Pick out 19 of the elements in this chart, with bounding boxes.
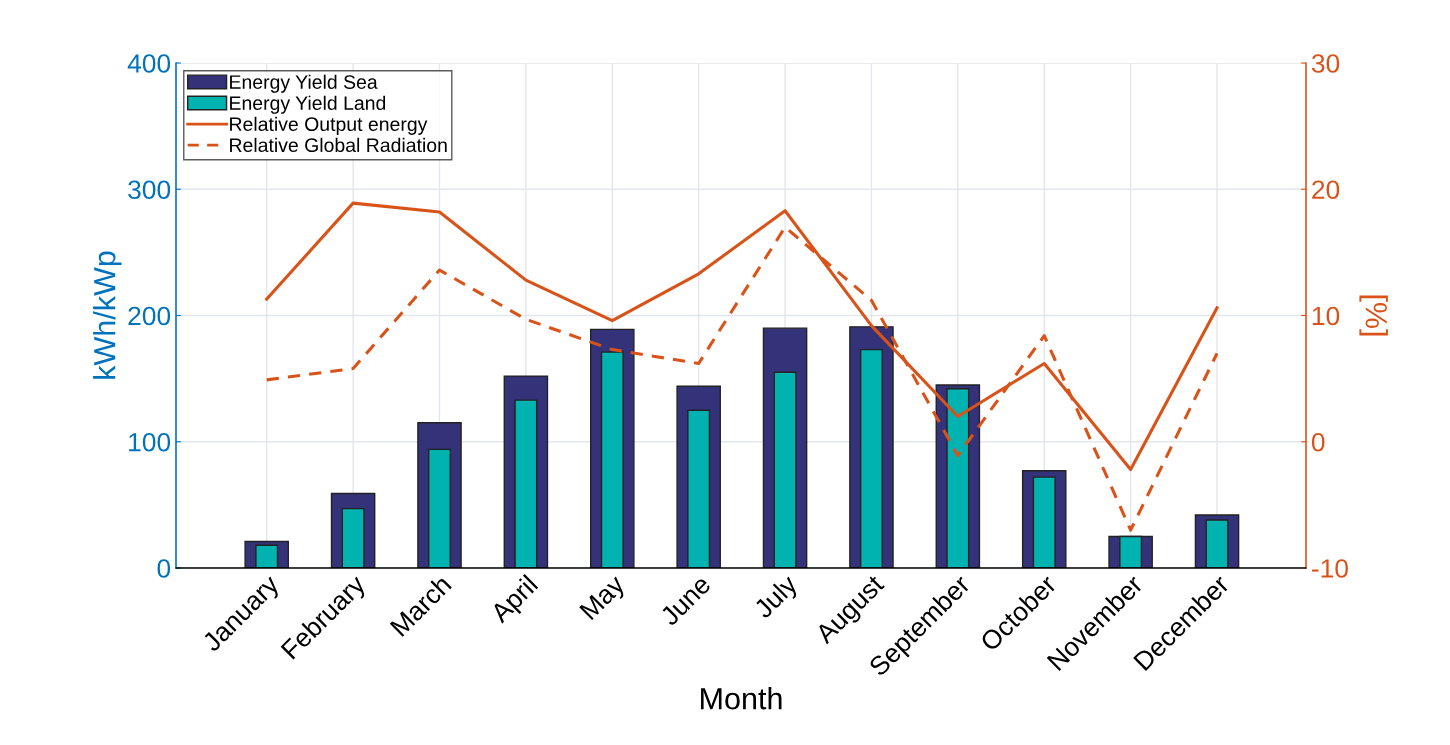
y-tick-label: 400 bbox=[127, 54, 171, 73]
y-tick-label: 100 bbox=[129, 432, 171, 452]
x-axis-title: Month bbox=[701, 687, 782, 710]
y2-tick-label: -10 bbox=[1312, 559, 1348, 578]
legend-label: Relative Global Radiation bbox=[230, 137, 447, 153]
x-tick-label: May bbox=[579, 573, 630, 624]
y-tick-label: 200 bbox=[128, 306, 171, 326]
y2-tick-label: 20 bbox=[1312, 180, 1340, 200]
y2-tick-label: 0 bbox=[1311, 432, 1325, 452]
x-tick-label: July bbox=[752, 572, 803, 624]
y-tick-label: 300 bbox=[128, 180, 171, 200]
y-axis-title: kWh/kWp bbox=[93, 251, 122, 379]
y2-axis-title: [%] bbox=[1359, 295, 1388, 336]
legend-label: Energy Yield Sea bbox=[230, 74, 378, 93]
y-tick-label: 0 bbox=[157, 559, 171, 578]
legend-label: Energy Yield Land bbox=[230, 95, 386, 114]
y2-tick-label: 10 bbox=[1312, 306, 1340, 326]
y2-tick-label: 30 bbox=[1311, 54, 1340, 73]
legend-label: Relative Output energy bbox=[230, 116, 428, 135]
